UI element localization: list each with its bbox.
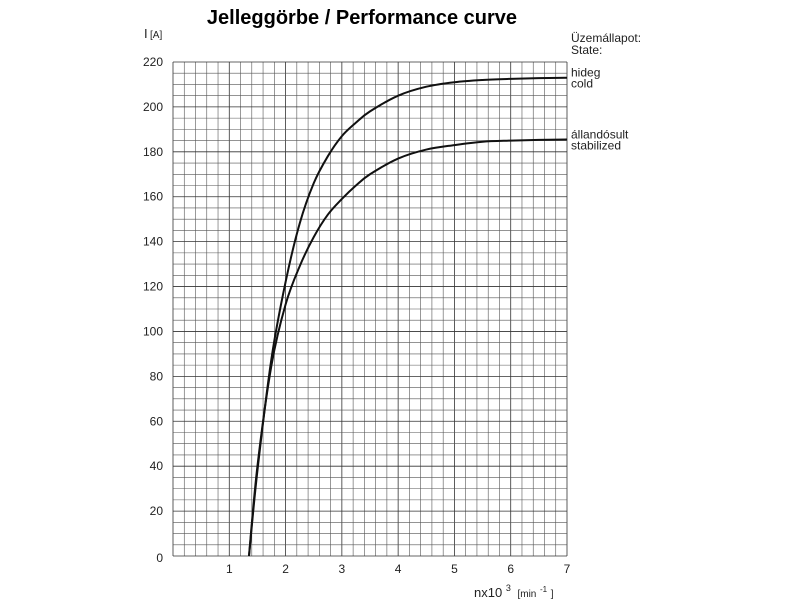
y-tick-label: 80 (150, 369, 164, 383)
series-label-en: cold (571, 77, 593, 91)
x-tick-label: 1 (226, 562, 233, 576)
x-tick-label: 3 (339, 562, 346, 576)
series-label-en: stabilized (571, 138, 621, 152)
y-tick-label: 180 (143, 145, 163, 159)
state-label-hu: Üzemállapot: (571, 31, 641, 45)
y-axis-title: I (144, 26, 148, 41)
x-axis-unit-exponent: -1 (540, 585, 548, 594)
grid (172, 61, 568, 557)
y-ticks: 0 20 40 60 80 100 120 140 160 180 200 220 (143, 55, 163, 565)
y-tick-label: 200 (143, 100, 163, 114)
x-ticks: 1 2 3 4 5 6 7 (226, 562, 571, 576)
series-label: állandósult (571, 127, 629, 141)
y-axis-label: I [A] (144, 26, 162, 41)
state-label-en: State: (571, 43, 602, 57)
y-tick-label: 60 (150, 414, 164, 428)
x-tick-label: 6 (507, 562, 514, 576)
x-axis-title: nx10 (474, 585, 502, 600)
state-label: Üzemállapot: State: (571, 31, 641, 57)
series-label: hideg (571, 66, 600, 80)
y-tick-label: 120 (143, 280, 163, 294)
x-axis-exponent: 3 (506, 583, 511, 593)
y-tick-label: 40 (150, 459, 164, 473)
x-tick-label: 7 (564, 562, 571, 576)
series (247, 76, 568, 557)
y-tick-label: 140 (143, 235, 163, 249)
x-tick-label: 5 (451, 562, 458, 576)
x-axis-unit: [min (517, 589, 536, 600)
x-axis-label: nx10 3 [min -1 ] (474, 579, 554, 600)
y-tick-label: 20 (150, 504, 164, 518)
y-tick-label: 220 (143, 55, 163, 69)
x-axis-unit-close: ] (551, 589, 554, 600)
y-axis-unit: [A] (150, 30, 162, 41)
y-tick-label: 160 (143, 190, 163, 204)
series-line-stabilized (247, 138, 568, 557)
chart-title: Jelleggörbe / Performance curve (207, 7, 517, 29)
series-line-cold (247, 76, 568, 557)
x-tick-label: 2 (282, 562, 289, 576)
y-tick-label: 0 (156, 551, 163, 565)
y-tick-label: 100 (143, 324, 163, 338)
x-tick-label: 4 (395, 562, 402, 576)
